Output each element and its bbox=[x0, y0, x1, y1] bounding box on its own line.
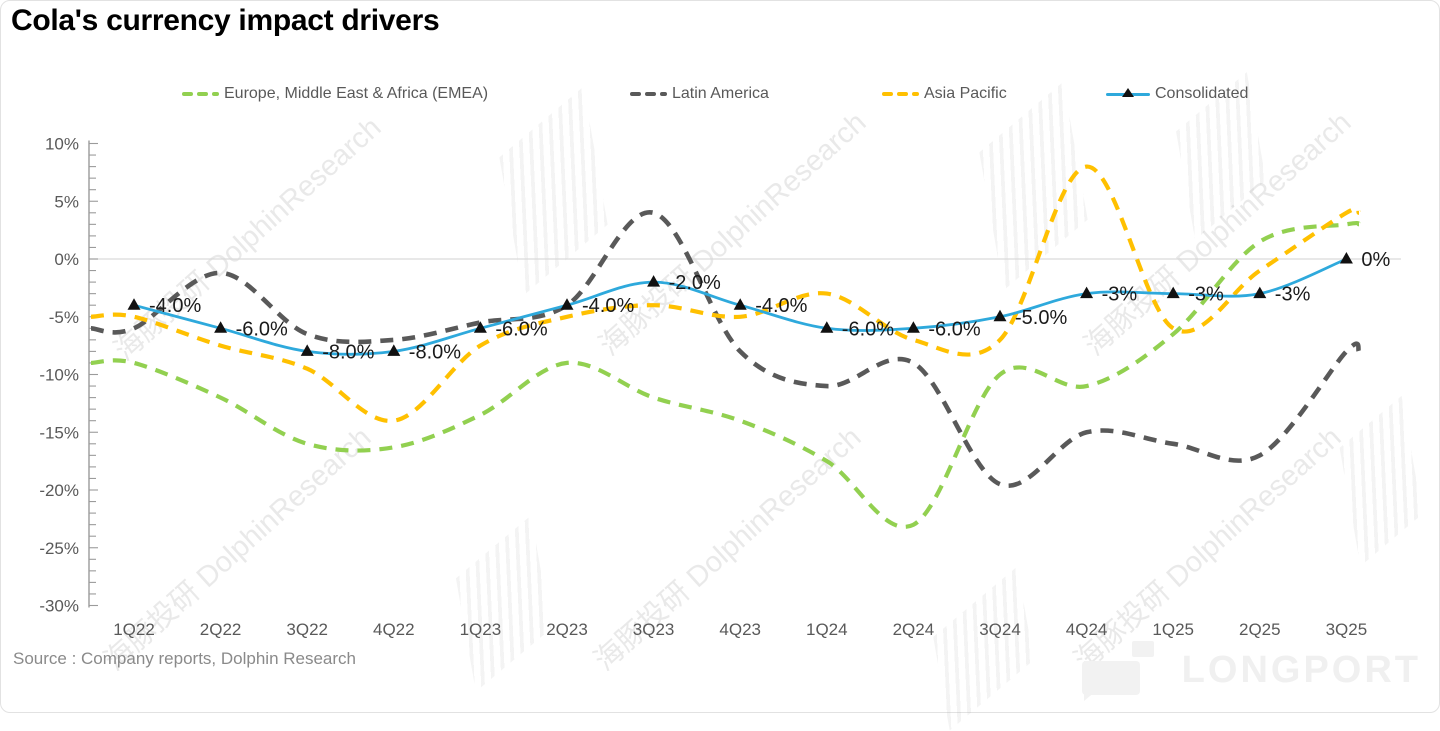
consolidated-data-label: -8.0% bbox=[409, 341, 461, 363]
x-axis-label: 3Q23 bbox=[633, 620, 675, 639]
x-axis-label: 4Q23 bbox=[719, 620, 761, 639]
y-axis-label: 0% bbox=[54, 250, 79, 269]
y-axis-label: -20% bbox=[39, 481, 79, 500]
consolidated-marker bbox=[1253, 286, 1267, 299]
consolidated-data-label: -3% bbox=[1102, 284, 1138, 306]
x-axis-label: 4Q24 bbox=[1066, 620, 1108, 639]
consolidated-data-label: 0% bbox=[1361, 249, 1390, 271]
consolidated-marker bbox=[647, 275, 661, 287]
chart-svg: 10% 5% 0% -5% -10% -15% -20% -25% -30% 1Q22 2Q22 3Q… bbox=[39, 135, 1401, 639]
legend-label: Europe, Middle East & Africa (EMEA) bbox=[224, 85, 489, 102]
consolidated-marker bbox=[214, 321, 228, 333]
page-title: Cola's currency impact drivers bbox=[11, 4, 440, 37]
legend-label: Consolidated bbox=[1155, 85, 1249, 102]
x-axis-label: 2Q23 bbox=[546, 620, 588, 639]
consolidated-marker bbox=[1339, 252, 1353, 264]
x-axis-label: 4Q22 bbox=[373, 620, 415, 639]
x-axis-label: 1Q24 bbox=[806, 620, 848, 639]
consolidated-data-label: -4.0% bbox=[582, 295, 634, 317]
consolidated-marker bbox=[127, 298, 141, 310]
legend-item-emea[interactable]: Europe, Middle East & Africa (EMEA) bbox=[182, 84, 488, 104]
series-line-emea bbox=[90, 220, 1361, 529]
consolidated-data-label: -4.0% bbox=[149, 295, 201, 317]
longport-brand: LONGPORT bbox=[1081, 641, 1421, 701]
consolidated-marker bbox=[993, 309, 1007, 322]
x-axis-label: 3Q24 bbox=[979, 620, 1021, 639]
longport-wordmark: LONGPORT bbox=[1181, 648, 1421, 691]
consolidated-marker bbox=[387, 344, 401, 356]
x-axis-label: 3Q25 bbox=[1326, 620, 1368, 639]
consolidated-marker bbox=[1080, 286, 1094, 299]
consolidated-data-label: -6.0% bbox=[842, 318, 894, 340]
consolidated-line-triangle-icon bbox=[1106, 88, 1150, 100]
x-axis-label: 2Q24 bbox=[893, 620, 935, 639]
consolidated-marker bbox=[906, 321, 920, 333]
consolidated-data-label: -8.0% bbox=[322, 341, 374, 363]
x-axis-label: 1Q23 bbox=[460, 620, 502, 639]
y-axis-label: -10% bbox=[39, 366, 79, 385]
consolidated-data-label: -6.0% bbox=[236, 318, 288, 340]
consolidated-data-label: -6.0% bbox=[928, 318, 980, 340]
y-axis-label: -30% bbox=[39, 597, 79, 616]
consolidated-data-label: -2.0% bbox=[669, 272, 721, 294]
consolidated-marker bbox=[473, 321, 487, 333]
consolidated-data-label: -3% bbox=[1275, 284, 1311, 306]
y-axis-label: -5% bbox=[49, 308, 79, 327]
latam-dashed-line-icon bbox=[630, 91, 667, 97]
asia-pacific-dashed-line-icon bbox=[882, 91, 919, 97]
series-line-asia-pacific bbox=[90, 164, 1362, 423]
emea-dashed-line-icon bbox=[182, 91, 219, 97]
consolidated-data-label: -4.0% bbox=[755, 295, 807, 317]
y-axis-label: 10% bbox=[45, 135, 79, 154]
legend-label: Latin America bbox=[672, 85, 769, 102]
chart-legend: Europe, Middle East & Africa (EMEA) Lati… bbox=[1, 84, 1439, 106]
y-axis-label: -25% bbox=[39, 539, 79, 558]
y-axis-label: 5% bbox=[54, 192, 79, 211]
consolidated-marker bbox=[1166, 286, 1180, 299]
consolidated-data-label: -6.0% bbox=[495, 318, 547, 340]
x-axis-label: 1Q22 bbox=[113, 620, 155, 639]
consolidated-marker bbox=[560, 298, 574, 310]
x-axis-label: 2Q25 bbox=[1239, 620, 1281, 639]
consolidated-marker bbox=[300, 344, 314, 356]
consolidated-data-label: -5.0% bbox=[1015, 307, 1067, 329]
consolidated-data-label: -3% bbox=[1188, 284, 1224, 306]
longport-logo-icon bbox=[1081, 641, 1154, 701]
legend-item-consolidated[interactable]: Consolidated bbox=[1106, 84, 1248, 104]
consolidated-marker bbox=[733, 298, 747, 310]
legend-item-asia-pacific[interactable]: Asia Pacific bbox=[882, 84, 1007, 104]
x-axis-label: 3Q22 bbox=[286, 620, 328, 639]
x-axis-label: 1Q25 bbox=[1152, 620, 1194, 639]
source-note: Source : Company reports, Dolphin Resear… bbox=[13, 649, 356, 668]
x-axis-label: 2Q22 bbox=[200, 620, 242, 639]
legend-item-latin-america[interactable]: Latin America bbox=[630, 84, 769, 104]
y-axis-label: -15% bbox=[39, 423, 79, 442]
legend-label: Asia Pacific bbox=[924, 85, 1007, 102]
series-line-latin-america bbox=[90, 210, 1362, 489]
consolidated-marker bbox=[820, 321, 834, 333]
